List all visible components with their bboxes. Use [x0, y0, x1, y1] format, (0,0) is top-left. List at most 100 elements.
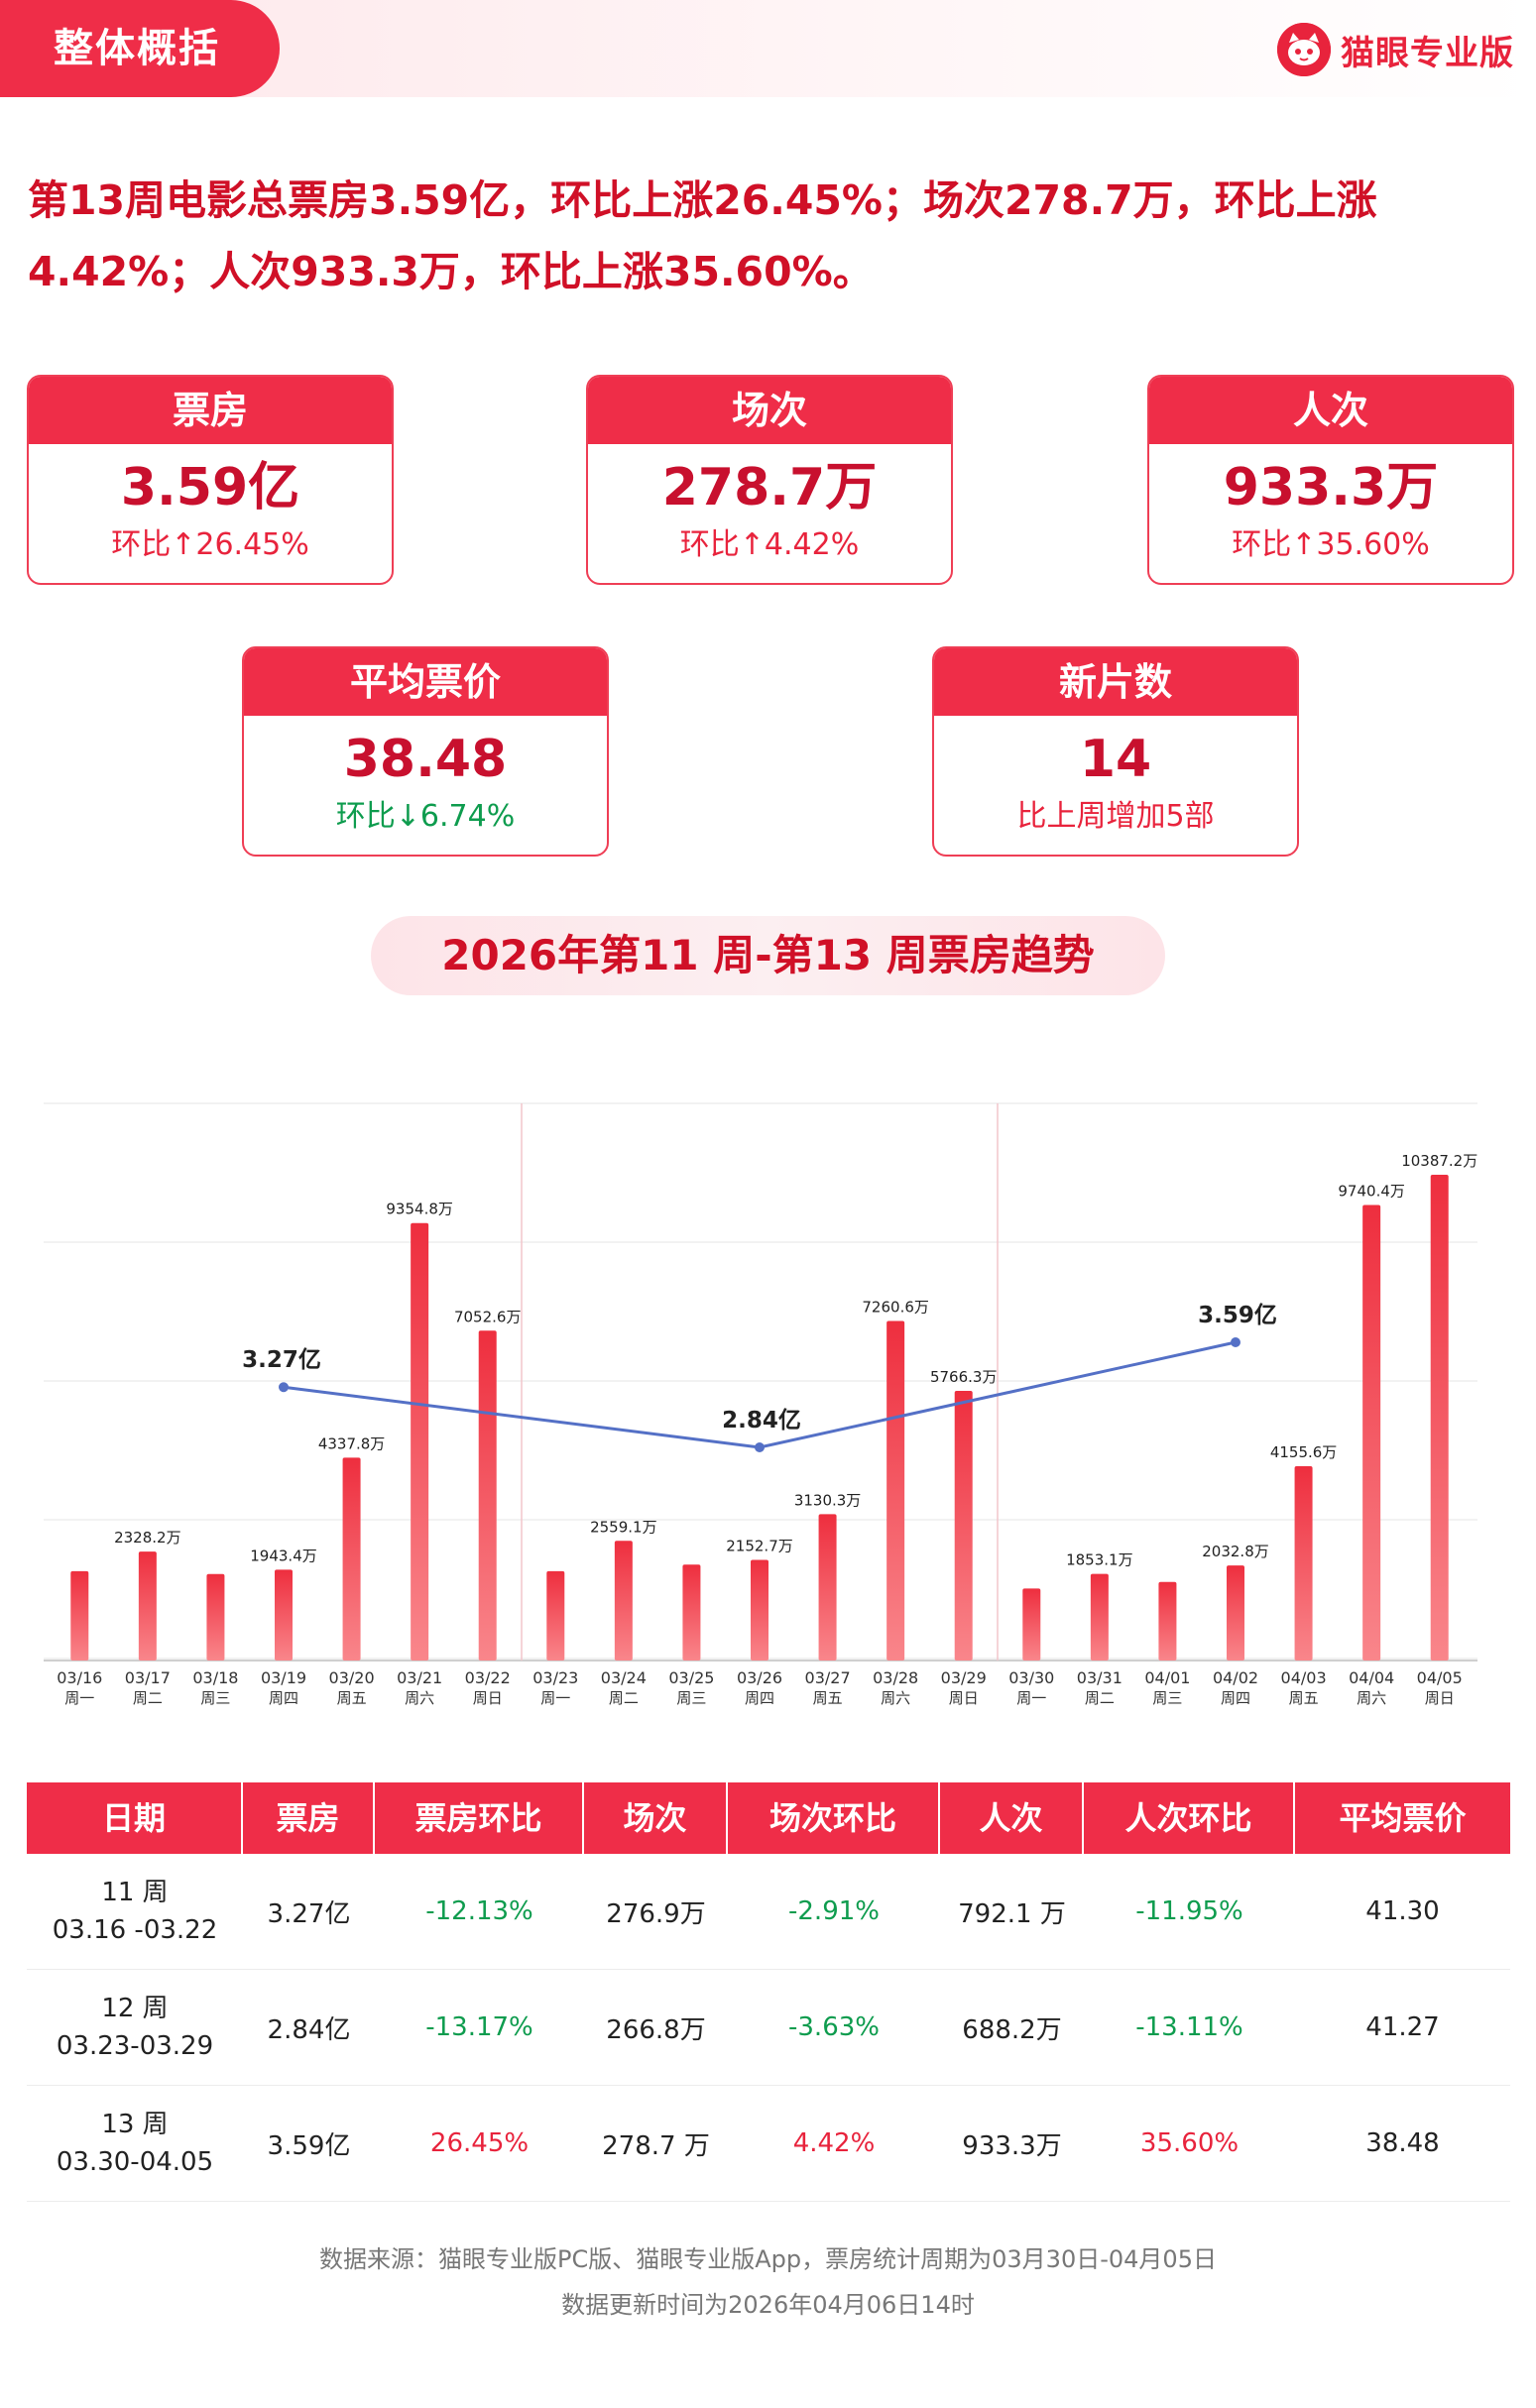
x-tick-weekday: 周三: [200, 1689, 230, 1707]
shows-cell: 278.7 万: [602, 2130, 710, 2161]
admits-cell: 792.1 万: [958, 1898, 1066, 1929]
section-title: 整体概括: [0, 0, 280, 97]
x-tick-date: 03/25: [668, 1668, 714, 1687]
bar-03-21: [411, 1222, 429, 1661]
x-tick-weekday: 周日: [1425, 1689, 1455, 1707]
summary-text: 第13周电影总票房3.59亿，环比上涨26.45%；场次278.7万，环比上涨4…: [28, 176, 1377, 295]
table-row: 13 周 03.30-04.05 3.59亿 26.45% 278.7 万 4.…: [27, 2086, 1510, 2202]
x-tick-date: 04/02: [1213, 1668, 1258, 1687]
bar-value-label: 5766.3万: [930, 1368, 998, 1386]
data-source-note: 数据来源：猫眼专业版PC版、猫眼专业版App，票房统计周期为03月30日-04月…: [319, 2245, 1217, 2273]
bar-03-28: [886, 1320, 905, 1661]
x-tick-date: 03/24: [601, 1668, 647, 1687]
bar-03-30: [1022, 1588, 1041, 1661]
weekly-total-label: 2.84亿: [722, 1408, 801, 1433]
card-title: 新片数: [934, 648, 1297, 716]
bar-04-02: [1227, 1565, 1244, 1661]
card-change: 环比↓6.74%: [335, 799, 516, 834]
bar-03-24: [614, 1541, 633, 1661]
header-shows: 场次: [584, 1782, 728, 1854]
x-tick-weekday: 周二: [1085, 1689, 1115, 1707]
admits-ratio-cell: -11.95%: [1135, 1896, 1243, 1926]
x-tick-date: 03/26: [737, 1668, 782, 1687]
week-label: 11 周: [101, 1878, 169, 1907]
x-tick-weekday: 周日: [473, 1689, 503, 1707]
x-tick-date: 04/01: [1144, 1668, 1190, 1687]
x-tick-weekday: 周日: [949, 1689, 979, 1707]
box-cell: 3.27亿: [267, 1898, 351, 1929]
bar-03-16: [70, 1570, 89, 1661]
x-tick-date: 03/16: [57, 1668, 102, 1687]
x-tick-date: 03/28: [873, 1668, 918, 1687]
x-tick-date: 03/22: [465, 1668, 511, 1687]
box-ratio-cell: -13.17%: [425, 2012, 533, 2042]
x-tick-date: 03/29: [941, 1668, 987, 1687]
x-tick-weekday: 周四: [1221, 1689, 1250, 1707]
bar-04-03: [1294, 1465, 1313, 1661]
bar-value-label: 9740.4万: [1338, 1183, 1405, 1201]
admits-ratio-cell: -13.11%: [1135, 2012, 1243, 2042]
x-tick-weekday: 周五: [337, 1689, 367, 1707]
date-range: 03.16 -03.22: [52, 1915, 218, 1945]
shows-ratio-cell: -3.63%: [788, 2012, 880, 2042]
update-time-note: 数据更新时间为2026年04月06日14时: [561, 2291, 975, 2319]
avg-price-cell: 41.30: [1365, 1896, 1440, 1926]
x-tick-date: 03/31: [1077, 1668, 1122, 1687]
avg-price-cell: 41.27: [1365, 2012, 1440, 2042]
x-tick-date: 03/20: [329, 1668, 375, 1687]
card-change: 比上周增加5部: [1016, 799, 1215, 834]
admits-cell: 933.3万: [962, 2130, 1062, 2161]
x-tick-weekday: 周六: [405, 1689, 434, 1707]
bar-value-label: 10387.2万: [1401, 1152, 1477, 1170]
brand-name: 猫眼专业版: [1341, 33, 1514, 73]
card-title: 人次: [1149, 377, 1512, 444]
x-tick-weekday: 周四: [745, 1689, 774, 1707]
bar-value-label: 4337.8万: [318, 1434, 386, 1452]
x-tick-date: 03/30: [1008, 1668, 1054, 1687]
bar-value-label: 2328.2万: [114, 1529, 181, 1547]
x-tick-date: 03/19: [261, 1668, 306, 1687]
shows-cell: 276.9万: [606, 1898, 706, 1929]
x-tick-date: 03/18: [192, 1668, 238, 1687]
admits-cell: 688.2万: [962, 2014, 1062, 2045]
weekly-total-point: [1231, 1337, 1241, 1347]
shows-cell: 266.8万: [606, 2014, 706, 2045]
avg-price-cell: 38.48: [1365, 2128, 1440, 2158]
header-box: 票房: [243, 1782, 375, 1854]
x-tick-weekday: 周一: [540, 1689, 570, 1707]
date-range: 03.23-03.29: [56, 2031, 214, 2061]
card-value: 38.48: [343, 730, 508, 789]
x-tick-date: 03/21: [397, 1668, 442, 1687]
bar-03-18: [206, 1573, 225, 1661]
box-ratio-cell: 26.45%: [429, 2128, 530, 2158]
weekly-total-label: 3.59亿: [1198, 1303, 1277, 1328]
x-tick-weekday: 周六: [881, 1689, 910, 1707]
footer: 数据来源：猫眼专业版PC版、猫眼专业版App，票房统计周期为03月30日-04月…: [0, 2236, 1536, 2328]
bar-03-26: [751, 1559, 768, 1661]
admits-ratio-cell: 35.60%: [1139, 2128, 1240, 2158]
shows-ratio-cell: -2.91%: [788, 1896, 880, 1926]
x-tick-weekday: 周五: [1289, 1689, 1319, 1707]
table-row: 11 周 03.16 -03.22 3.27亿 -12.13% 276.9万 -…: [27, 1854, 1510, 1970]
card-title: 票房: [29, 377, 392, 444]
card-title: 平均票价: [244, 648, 607, 716]
bar-value-label: 9354.8万: [386, 1201, 453, 1218]
card-value: 933.3万: [1223, 458, 1439, 517]
header-admits-ratio: 人次环比: [1084, 1782, 1295, 1854]
date-range: 03.30-04.05: [56, 2147, 214, 2177]
bar-value-label: 2152.7万: [726, 1537, 793, 1554]
x-tick-weekday: 周三: [1152, 1689, 1182, 1707]
x-tick-date: 03/23: [532, 1668, 578, 1687]
cat-face-icon: [1277, 23, 1331, 76]
header-date: 日期: [27, 1782, 243, 1854]
x-tick-date: 04/04: [1349, 1668, 1394, 1687]
bar-04-01: [1158, 1581, 1177, 1661]
weekly-total-label: 3.27亿: [242, 1347, 321, 1373]
bar-03-25: [682, 1564, 701, 1661]
bar-value-label: 2032.8万: [1202, 1543, 1269, 1560]
header-box-ratio: 票房环比: [375, 1782, 584, 1854]
new-films-card: 新片数 14 比上周增加5部: [932, 646, 1299, 857]
chart-svg: 03/16 周一 2328.2万 03/17 周二 03/18 周三 1943.4万 03/19…: [44, 1102, 1477, 1707]
date-cell: 11 周 03.16 -03.22: [27, 1854, 243, 1969]
card-value: 14: [1079, 730, 1152, 789]
